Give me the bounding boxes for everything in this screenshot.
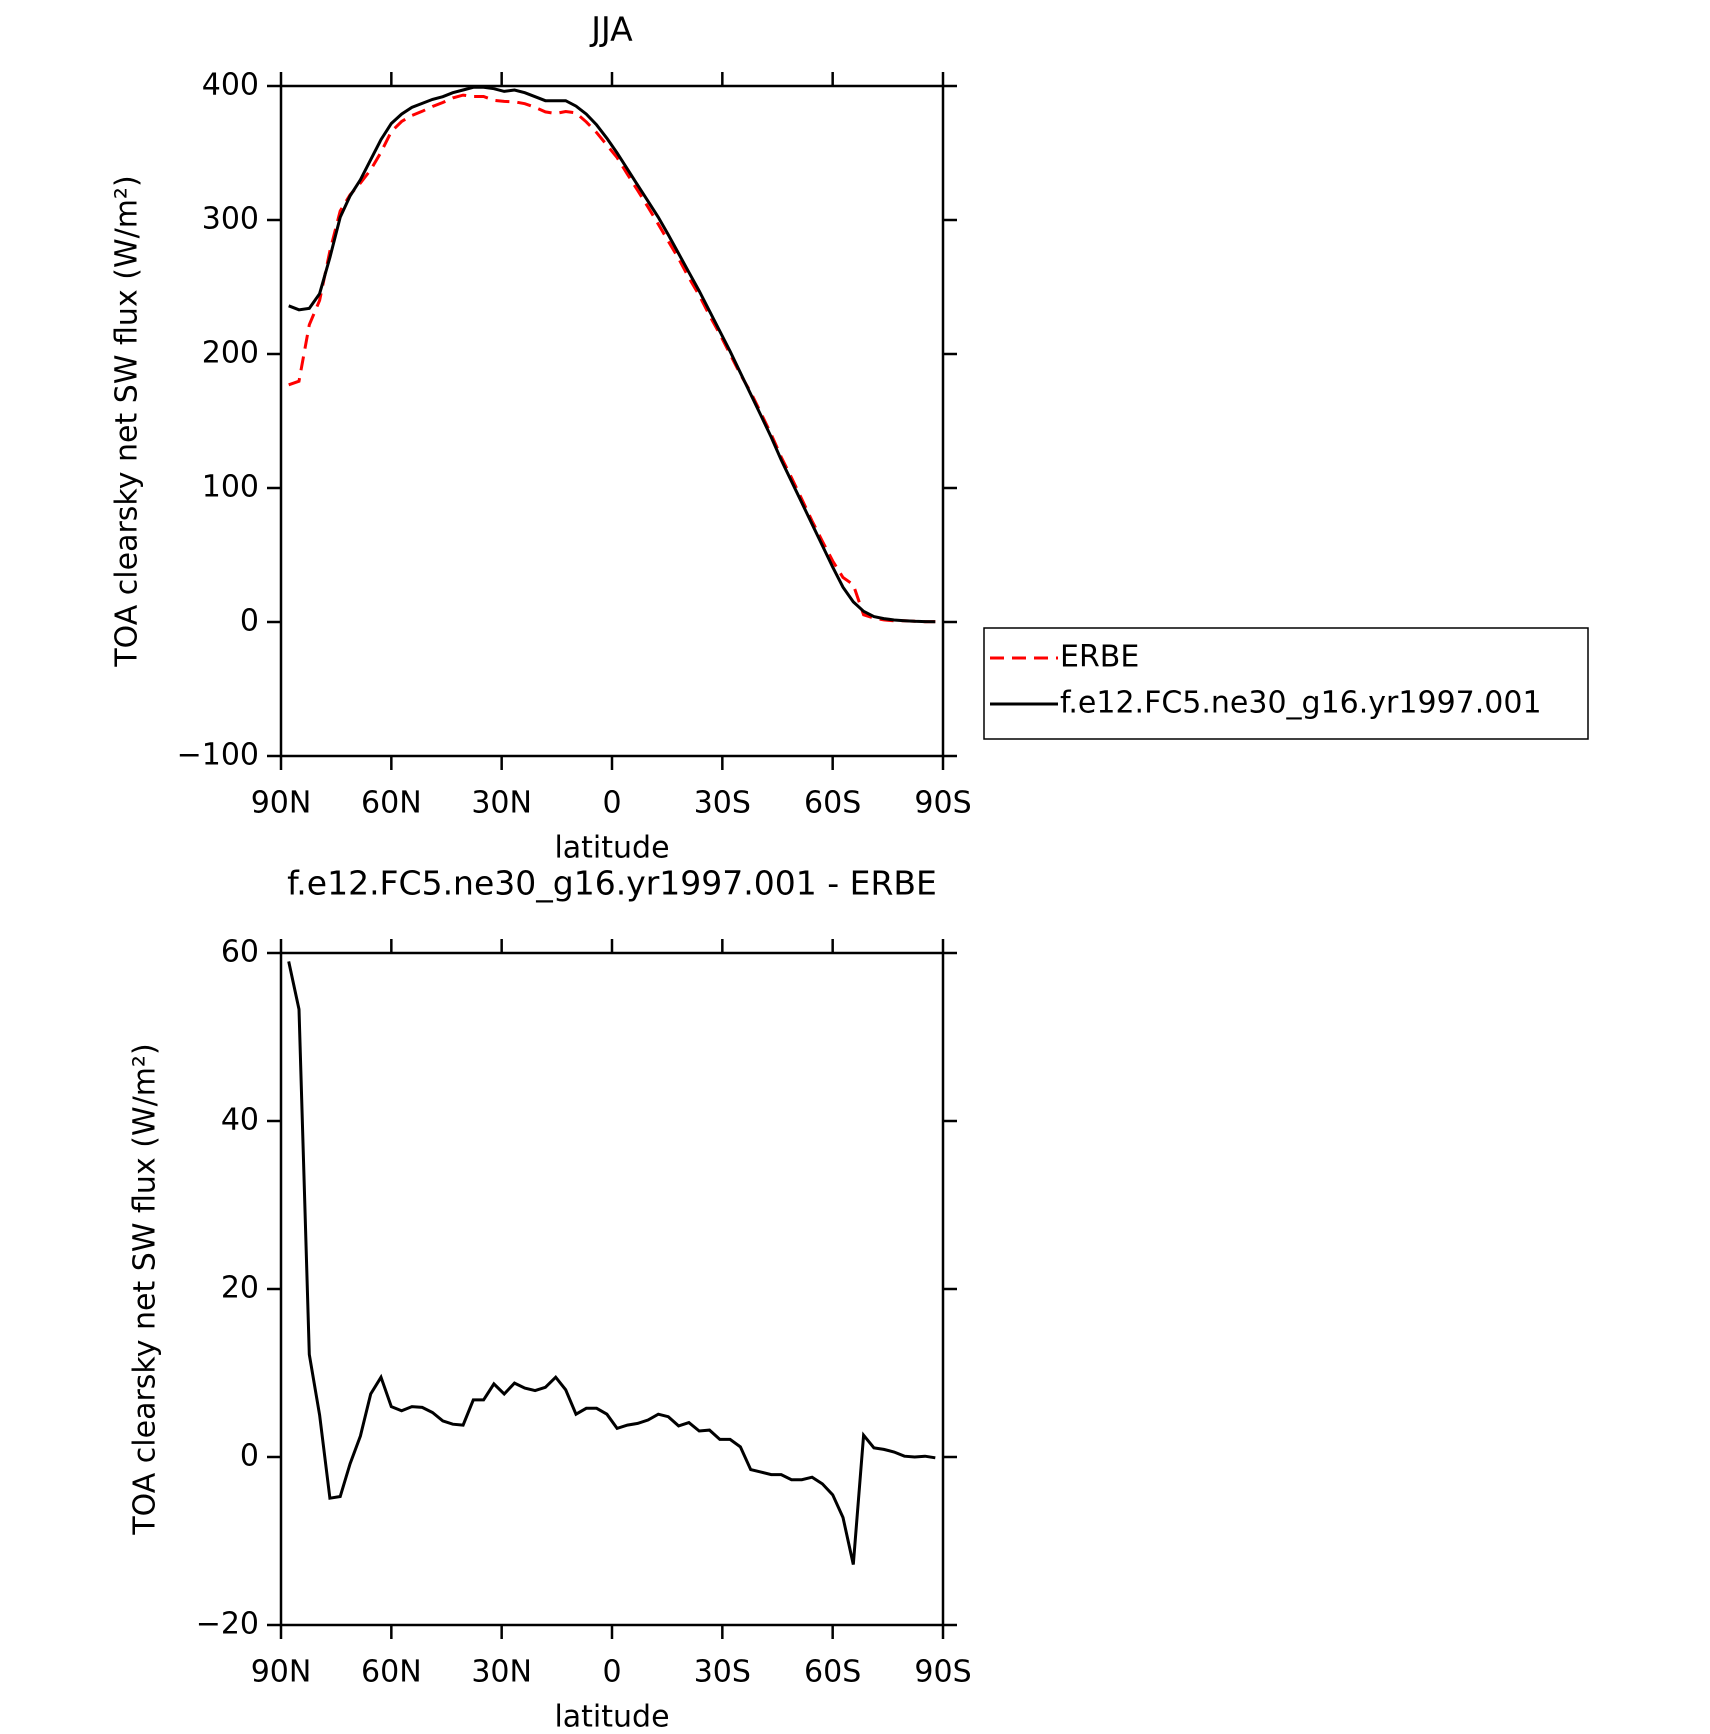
x-tick-label: 30N bbox=[471, 1655, 532, 1690]
x-axis-label: latitude bbox=[554, 1700, 669, 1734]
chart-title: JJA bbox=[589, 10, 633, 49]
y-tick-label: 40 bbox=[221, 1103, 259, 1138]
x-tick-label: 90N bbox=[251, 786, 312, 821]
plot-frame bbox=[279, 84, 945, 758]
data-line bbox=[288, 93, 936, 624]
y-tick-label: 0 bbox=[240, 604, 259, 639]
legend-label: f.e12.FC5.ne30_g16.yr1997.001 bbox=[1060, 686, 1542, 721]
y-axis-label: TOA clearsky net SW flux (W/m²) bbox=[110, 175, 145, 667]
x-tick-label: 90S bbox=[914, 786, 971, 821]
data-line bbox=[287, 961, 936, 1565]
x-tick-label: 0 bbox=[602, 786, 621, 821]
legend-label: ERBE bbox=[1060, 640, 1139, 675]
chart-title: f.e12.FC5.ne30_g16.yr1997.001 - ERBE bbox=[287, 864, 937, 903]
y-tick-label: 0 bbox=[240, 1439, 259, 1474]
x-tick-label: 90N bbox=[251, 1655, 312, 1690]
x-tick-label: 30S bbox=[694, 1655, 751, 1690]
plot-frame bbox=[279, 951, 945, 1627]
y-tick-label: 300 bbox=[202, 202, 259, 237]
y-tick-label: 60 bbox=[221, 935, 259, 970]
y-tick-label: 200 bbox=[202, 336, 259, 371]
x-axis-label: latitude bbox=[554, 831, 669, 866]
x-tick-label: 30N bbox=[471, 786, 532, 821]
y-tick-label: −20 bbox=[196, 1607, 259, 1642]
y-tick-label: −100 bbox=[177, 738, 259, 773]
x-tick-label: 60S bbox=[804, 1655, 861, 1690]
y-tick-label: 20 bbox=[221, 1271, 259, 1306]
legend-box bbox=[983, 627, 1589, 740]
y-tick-label: 400 bbox=[202, 68, 259, 103]
x-tick-label: 30S bbox=[694, 786, 751, 821]
x-tick-label: 60S bbox=[804, 786, 861, 821]
y-tick-label: 100 bbox=[202, 470, 259, 505]
x-tick-label: 60N bbox=[361, 786, 422, 821]
data-line bbox=[288, 85, 936, 624]
x-tick-label: 0 bbox=[602, 1655, 621, 1690]
x-tick-label: 60N bbox=[361, 1655, 422, 1690]
x-tick-label: 90S bbox=[914, 1655, 971, 1690]
y-axis-label: TOA clearsky net SW flux (W/m²) bbox=[128, 1043, 163, 1535]
